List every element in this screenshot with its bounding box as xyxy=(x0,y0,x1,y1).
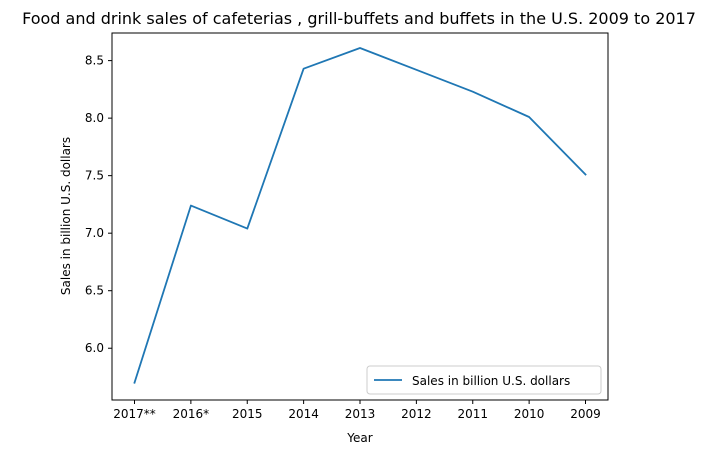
y-axis-ticks: 6.0 6.5 7.0 7.5 8.0 8.5 xyxy=(85,54,112,355)
x-tick-label: 2014 xyxy=(288,407,319,421)
x-axis-ticks: 2017** 2016* 2015 2014 2013 2012 2011 2010 2009 xyxy=(113,400,601,421)
y-tick-label: 7.0 xyxy=(85,226,104,240)
x-tick-label: 2013 xyxy=(345,407,376,421)
series-line-sales xyxy=(133,47,587,384)
x-tick-label: 2009 xyxy=(570,407,601,421)
legend: Sales in billion U.S. dollars xyxy=(366,365,602,395)
y-axis-label: Sales in billion U.S. dollars xyxy=(59,137,73,295)
x-tick-label: 2017** xyxy=(113,407,156,421)
x-tick-label: 2016* xyxy=(173,407,210,421)
x-tick-label: 2015 xyxy=(232,407,263,421)
y-tick-label: 7.5 xyxy=(85,169,104,183)
y-tick-label: 8.0 xyxy=(85,111,104,125)
chart-title: Food and drink sales of cafeterias , gri… xyxy=(22,9,696,28)
y-tick-label: 8.5 xyxy=(85,54,104,68)
y-tick-label: 6.5 xyxy=(85,284,104,298)
y-tick-label: 6.0 xyxy=(85,341,104,355)
x-tick-label: 2012 xyxy=(401,407,432,421)
x-tick-label: 2011 xyxy=(457,407,488,421)
x-tick-label: 2010 xyxy=(514,407,545,421)
axes-frame xyxy=(111,32,609,401)
x-axis-label: Year xyxy=(346,431,372,445)
legend-label: Sales in billion U.S. dollars xyxy=(412,374,570,388)
plot-area xyxy=(133,47,587,384)
legend-box xyxy=(366,365,602,395)
